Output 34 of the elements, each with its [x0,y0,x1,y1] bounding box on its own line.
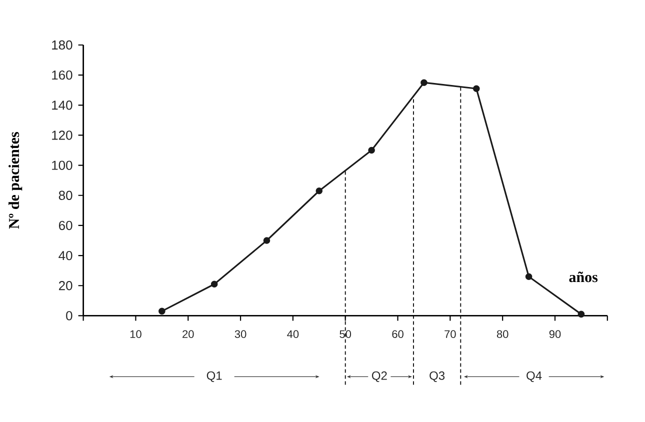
point [368,146,375,154]
y-tick-label: 20 [58,281,72,290]
y-tick-label: 120 [52,130,72,140]
x-tick-label: 70 [444,330,456,338]
x-tick-label: 60 [392,330,404,338]
text: Q4 [526,371,542,382]
point [578,310,585,318]
y-tick-label: 0 [66,311,72,320]
point [420,79,428,86]
point [210,280,218,288]
y-tick-label: 100 [52,160,72,170]
y-tick-label: 60 [58,220,72,230]
x-tick-label: 90 [549,330,561,338]
y-tick-label: 80 [58,190,72,200]
y-tick-label: 180 [52,40,72,50]
point [316,187,323,194]
y-tick-label: 40 [58,250,72,260]
x-axis-title: años [569,272,598,282]
point [263,237,270,244]
point [158,308,166,315]
y-tick-label: 140 [52,100,72,110]
x-tick-label: 20 [182,330,194,338]
x-tick-label: 30 [234,330,246,338]
text: Q3 [430,371,445,382]
y-axis-title: Nº de pacientes [8,132,22,229]
point [525,273,532,280]
x-tick-label: 10 [130,330,142,338]
x-tick-label: 80 [496,330,508,338]
x-tick-label: 50 [340,330,352,338]
y-tick-label: 160 [52,70,72,80]
text: Q2 [372,371,387,382]
x-tick-label: 40 [287,330,299,338]
point [472,85,480,92]
text: Q1 [206,371,222,382]
